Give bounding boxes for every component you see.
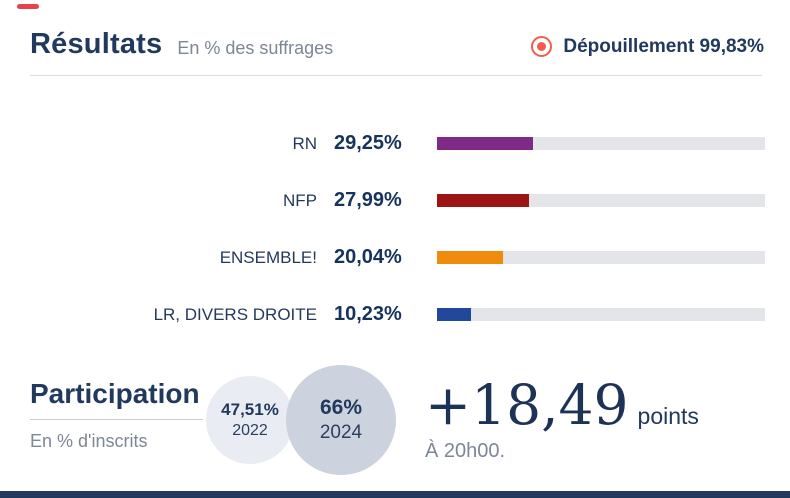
party-label: RN	[292, 133, 317, 153]
bar-track	[437, 194, 765, 207]
party-value: 20,04%	[334, 246, 402, 268]
bar-fill-lr	[437, 308, 471, 321]
party-label: ENSEMBLE!	[219, 247, 317, 267]
party-label: NFP	[283, 190, 317, 210]
result-row-rn: RN 29,25%	[0, 115, 790, 172]
delta-line: +18,49 points	[425, 378, 699, 433]
page-title: Résultats	[30, 28, 163, 60]
bar-track	[437, 137, 765, 150]
bubble-2022-value: 47,51%	[221, 400, 279, 420]
result-row-lr: LR, DIVERS DROITE 10,23%	[0, 286, 790, 343]
counting-status-label: Dépouillement 99,83%	[563, 35, 764, 57]
header-divider	[30, 75, 762, 76]
party-value: 29,25%	[334, 132, 402, 154]
results-header: Résultats En % des suffrages Dépouilleme…	[0, 0, 790, 61]
results-subtitle: En % des suffrages	[177, 37, 334, 58]
bar-track	[437, 251, 765, 264]
results-bar-chart: RN 29,25% NFP 27,99% ENSEMBLE! 20,04% LR…	[0, 115, 790, 343]
participation-delta: +18,49 points À 20h00.	[425, 365, 699, 463]
participation-divider	[30, 419, 203, 420]
bar-fill-nfp	[437, 194, 529, 207]
bubble-2024-value: 66%	[319, 396, 363, 419]
participation-subtitle: En % d'inscrits	[30, 431, 148, 451]
bubble-2022-year: 2022	[232, 421, 268, 439]
bar-track	[437, 308, 765, 321]
bottom-section-edge	[0, 491, 790, 498]
live-dot-icon	[531, 36, 553, 57]
delta-value: +18,49	[425, 373, 629, 437]
participation-section: Participation En % d'inscrits 47,51% 202…	[0, 365, 790, 480]
participation-heading-block: Participation En % d'inscrits	[30, 365, 206, 452]
party-label: LR, DIVERS DROITE	[153, 304, 317, 324]
bubble-2022: 47,51% 2022	[206, 376, 294, 464]
brand-accent-dash	[17, 4, 39, 9]
participation-title: Participation	[30, 378, 200, 409]
bubble-2024: 66% 2024	[286, 365, 396, 475]
delta-unit: points	[637, 403, 699, 429]
counting-status: Dépouillement 99,83%	[531, 32, 764, 58]
bar-fill-ensemble	[437, 251, 503, 264]
party-value: 10,23%	[334, 303, 402, 325]
result-row-ensemble: ENSEMBLE! 20,04%	[0, 229, 790, 286]
bubble-2024-year: 2024	[319, 422, 363, 444]
bar-fill-rn	[437, 137, 533, 150]
participation-bubbles: 47,51% 2022 66% 2024	[206, 365, 398, 480]
party-value: 27,99%	[334, 189, 402, 211]
delta-time-note: À 20h00.	[425, 440, 506, 462]
result-row-nfp: NFP 27,99%	[0, 172, 790, 229]
